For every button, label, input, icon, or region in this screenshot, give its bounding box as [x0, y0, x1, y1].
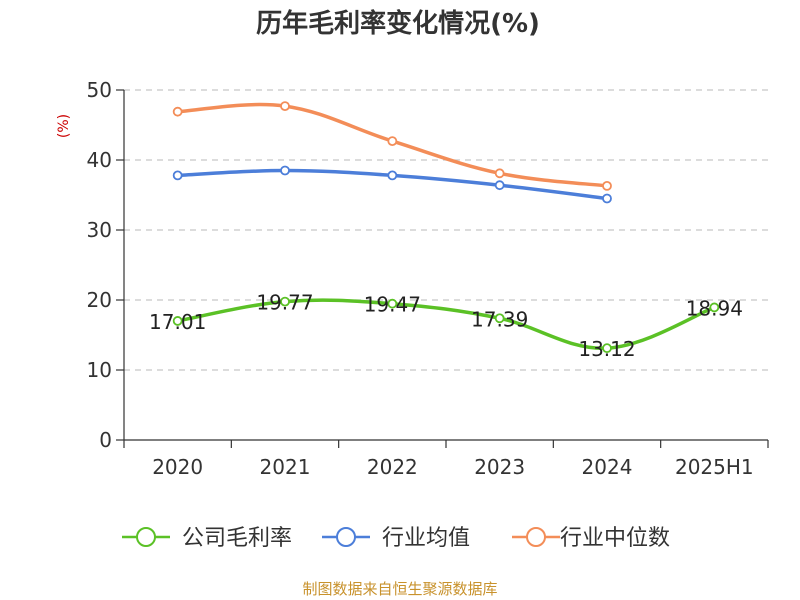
y-tick-label: 40: [87, 148, 112, 172]
legend-marker-icon: [526, 527, 546, 547]
x-tick-label: 2023: [474, 455, 525, 479]
series-group: [172, 101, 720, 354]
x-tick-label: 2025H1: [675, 455, 754, 479]
x-tick-label: 2020: [152, 455, 203, 479]
y-tick-label: 10: [87, 358, 112, 382]
legend-marker-icon: [336, 527, 356, 547]
data-point: [602, 193, 612, 204]
data-point: [709, 302, 720, 313]
data-point: [494, 180, 505, 191]
x-tick-label: 2022: [367, 455, 418, 479]
x-tick-label: 2024: [582, 455, 633, 479]
y-tick-label: 50: [87, 78, 112, 102]
data-point: [172, 316, 183, 326]
legend-item[interactable]: 公司毛利率: [122, 526, 292, 551]
data-point: [387, 136, 398, 147]
data-label: 17.39: [471, 307, 528, 331]
data-label: 19.77: [256, 291, 313, 315]
data-point: [172, 106, 183, 117]
data-point: [387, 298, 398, 309]
chart-title: 历年毛利率变化情况(%): [256, 8, 540, 39]
data-point: [494, 313, 505, 324]
legend-label: 行业均值: [382, 526, 470, 551]
data-point: [172, 170, 183, 181]
data-point: [280, 101, 290, 111]
legend[interactable]: 公司毛利率 行业均值 行业中位数: [122, 526, 670, 551]
data-point: [280, 165, 290, 176]
data-label: 18.94: [686, 296, 743, 320]
series-line-0: [177, 298, 715, 350]
x-tick-labels: 2020 2021 2022 2023 2024 2025H1: [152, 455, 753, 479]
data-label: 17.01: [149, 310, 206, 334]
data-labels: 17.01 19.77 19.47 17.39 13.12 18.94: [149, 291, 743, 362]
legend-label: 公司毛利率: [182, 526, 292, 551]
data-point: [602, 343, 612, 354]
data-point: [280, 296, 290, 307]
data-point: [602, 180, 612, 191]
data-label: 13.12: [578, 337, 635, 361]
y-tick-labels: 0 10 20 30 40 50: [87, 78, 112, 452]
y-axis-unit-label: (%): [56, 114, 72, 138]
y-tick-label: 20: [87, 288, 112, 312]
axes: [116, 89, 769, 448]
y-tick-label: 0: [99, 428, 112, 452]
source-note: 制图数据来自恒生聚源数据库: [302, 580, 497, 598]
legend-item[interactable]: 行业均值: [322, 526, 470, 551]
legend-item[interactable]: 行业中位数: [512, 526, 670, 551]
legend-marker-icon: [136, 527, 156, 547]
x-tick-label: 2021: [260, 455, 311, 479]
data-point: [387, 170, 398, 181]
data-point: [494, 168, 505, 179]
y-tick-label: 30: [87, 218, 112, 242]
data-label: 19.47: [364, 293, 421, 317]
legend-label: 行业中位数: [560, 526, 670, 551]
